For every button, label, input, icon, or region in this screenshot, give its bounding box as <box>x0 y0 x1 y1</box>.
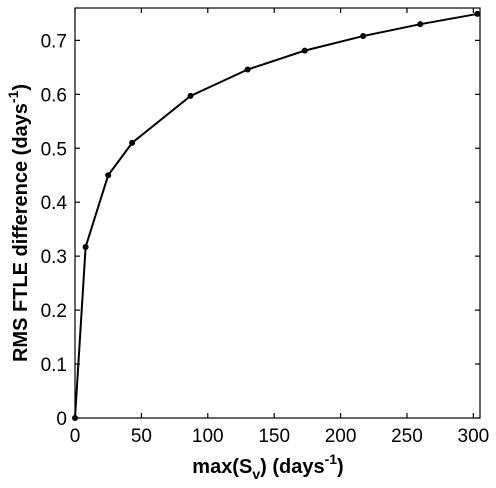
y-axis-title: RMS FTLE difference (days-1) <box>5 84 32 362</box>
x-tick-label: 50 <box>131 426 152 447</box>
data-point <box>187 92 194 99</box>
y-ticks: 0 0.1 0.2 0.3 0.4 0.5 0.6 0.7 <box>41 31 480 430</box>
data-point <box>82 243 89 250</box>
x-ticks: 0 50 100 150 200 250 300 <box>70 8 490 447</box>
data-point <box>360 33 367 40</box>
data-point <box>105 172 112 179</box>
y-tick-label: 0.7 <box>41 31 67 52</box>
y-tick-label: 0.1 <box>41 355 67 376</box>
data-point <box>129 139 136 146</box>
x-tick-label: 0 <box>70 426 81 447</box>
data-point <box>244 66 251 73</box>
series <box>72 10 481 421</box>
y-tick-label: 0.4 <box>41 193 68 214</box>
y-tick-label: 0.5 <box>41 139 67 160</box>
data-point <box>417 21 424 28</box>
axes <box>74 7 481 419</box>
x-tick-label: 250 <box>391 426 423 447</box>
y-tick-label: 0.3 <box>41 247 67 268</box>
x-tick-label: 100 <box>192 426 224 447</box>
series-line <box>74 12 478 419</box>
plot-frame <box>74 7 481 419</box>
data-point <box>474 10 481 17</box>
data-point <box>72 415 78 421</box>
y-tick-label: 0.2 <box>41 301 67 322</box>
y-tick-label: 0 <box>56 409 67 430</box>
x-tick-label: 150 <box>258 426 290 447</box>
x-axis-title: max(Sv) (days-1) <box>192 451 343 482</box>
data-point <box>301 47 308 54</box>
y-tick-label: 0.6 <box>41 85 67 106</box>
x-tick-label: 200 <box>325 426 357 447</box>
x-tick-label: 300 <box>458 426 490 447</box>
